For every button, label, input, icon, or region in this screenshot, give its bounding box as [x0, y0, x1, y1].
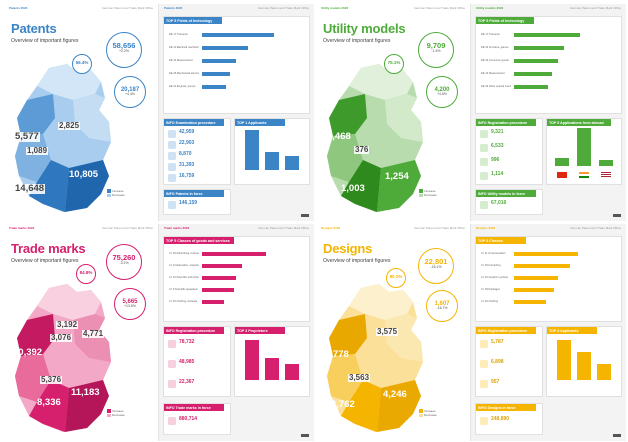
top5-box: TOP 5 Fields of technology DE 17 Transpo…	[163, 16, 310, 114]
map-value: 7,778	[325, 349, 349, 360]
page-title: Trade marks	[11, 241, 86, 256]
map-value: 3,192	[56, 320, 79, 330]
logo-mark	[613, 214, 621, 217]
map-region-east	[73, 94, 111, 142]
flag-icon	[557, 172, 567, 178]
map-value: 1,003	[341, 183, 365, 194]
flag-icon	[579, 172, 589, 178]
flag-icon	[601, 172, 611, 178]
secondary-circle: 4,200 +4.6%	[426, 76, 458, 108]
share-circle: 75.1%	[384, 54, 404, 74]
top-abroad-box: TOP 5 Applications from abroad	[546, 118, 622, 185]
utility-detail-page: Utility models 2023 German Patent and Tra…	[471, 4, 626, 221]
top3-box: TOP 3 Applicants	[546, 326, 622, 397]
total-applications-circle: 58,656 +2.2%	[106, 32, 142, 68]
patents-overview-page: Patents 2023 German Patent and Trade Mark…	[4, 4, 159, 221]
page-subtitle: Overview of important figures	[11, 38, 79, 44]
top5-header: TOP 5 Fields of technology	[164, 17, 222, 24]
logo-mark	[301, 214, 309, 217]
map-value: 4,762	[331, 399, 355, 410]
trademarks-spread: Trade marks 2023 German Patent and Trade …	[4, 224, 314, 441]
share-circle: 80.2%	[386, 268, 406, 288]
total-applications-circle: 22,801 -16.1%	[418, 248, 454, 284]
patents-detail-page: Patents 2023 German Patent and Trade Mark…	[159, 4, 314, 221]
designs-spread: Designs 2023 German Patent and Trade Mark…	[316, 224, 626, 441]
info-box: INFO Registration procedure 78,732 48,98…	[163, 326, 231, 397]
info-box: INFO Examination procedure 42,959 22,903…	[163, 118, 231, 185]
utility-overview-page: Utility models 2023 German Patent and Tra…	[316, 4, 471, 221]
top1-box: TOP 1 Applicants	[234, 118, 310, 185]
page-subtitle: Overview of important figures	[11, 258, 79, 264]
page-subtitle: Overview of important figures	[323, 258, 391, 264]
secondary-circle: 1,607 -16.7%	[426, 290, 458, 322]
trademarks-detail-page: Trade marks 2023 German Patent and Trade …	[159, 224, 314, 441]
designs-detail-page: Designs 2023 German Patent and Trade Mark…	[471, 224, 626, 441]
info-box: INFO Registration procedure 9,321 6,533 …	[475, 118, 543, 185]
map-region-nrw	[17, 94, 55, 136]
top5-box: TOP 5 Classes Cl. 11 Ornamentation Cl. 0…	[475, 236, 622, 322]
map-value: 4,246	[383, 389, 407, 400]
info-box: INFO Registration procedure 5,787 6,898 …	[475, 326, 543, 397]
page-subtitle: Overview of important figures	[323, 38, 391, 44]
map-legend: Increase Decrease	[107, 409, 125, 417]
map-value: 3,575	[376, 327, 399, 337]
map-value: 14,648	[14, 183, 46, 194]
patents-spread: Patents 2023 German Patent and Trade Mark…	[4, 4, 314, 221]
trademarks-overview-page: Trade marks 2023 German Patent and Trade …	[4, 224, 159, 441]
top3-box: TOP 3 Proprietors	[234, 326, 310, 397]
map-value: 1,089	[26, 146, 49, 156]
share-circle: 56.4%	[72, 54, 92, 74]
map-legend: Increase Decrease	[419, 409, 437, 417]
map-legend: Increase Decrease	[419, 189, 437, 197]
page-title: Patents	[11, 21, 57, 36]
share-circle: 84.8%	[76, 264, 96, 284]
map-value: 2,825	[58, 121, 81, 131]
germany-map	[15, 284, 111, 432]
map-value: 10,805	[69, 169, 99, 180]
map-value: 5,577	[14, 131, 40, 142]
designs-overview-page: Designs 2023 German Patent and Trade Mark…	[316, 224, 471, 441]
info2-box: INFO Utility models in force 67,016	[475, 189, 543, 215]
map-value: 376	[354, 145, 370, 155]
map-value: 1,254	[385, 171, 409, 182]
map-value: 4,771	[82, 329, 105, 339]
total-applications-circle: 75,260 -3.2%	[106, 244, 142, 280]
total-applications-circle: 9,709 -1.5%	[418, 32, 454, 68]
map-value: 11,183	[71, 387, 100, 398]
info2-box: INFO Designs in force 248,890	[475, 403, 543, 435]
logo-mark	[301, 434, 309, 437]
germany-map	[327, 64, 423, 212]
page-title: Utility models	[323, 21, 406, 36]
page-folio: Patents 2023	[9, 6, 28, 10]
map-legend: Increase Decrease	[107, 189, 125, 197]
map-region-bw	[29, 160, 69, 212]
info2-box: INFO Patents in force 146,159	[163, 189, 231, 215]
info2-box: INFO Trade marks in force 880,714	[163, 403, 231, 435]
secondary-circle: 20,187 +4.4%	[114, 76, 146, 108]
logo-mark	[613, 434, 621, 437]
utility-models-spread: Utility models 2023 German Patent and Tra…	[316, 4, 626, 221]
map-value: 1,468	[327, 131, 351, 142]
map-value: 5,376	[40, 375, 63, 385]
top5-box: TOP 5 Classes of goods and services Cl. …	[163, 236, 310, 322]
germany-map	[15, 64, 111, 212]
map-region-west	[15, 134, 51, 182]
page-header: German Patent and Trade Mark Office	[102, 6, 153, 10]
map-value: 8,336	[37, 397, 61, 408]
map-region-bavaria	[65, 160, 109, 212]
map-value: 3,563	[348, 373, 371, 383]
map-value: 3,076	[50, 333, 73, 343]
top5-box: TOP 5 Fields of technology DE 17 Transpo…	[475, 16, 622, 114]
germany-map	[327, 284, 423, 432]
page-title: Designs	[323, 241, 373, 256]
secondary-circle: 5,665 +13.8%	[114, 288, 146, 320]
map-value: 20,392	[13, 347, 43, 358]
